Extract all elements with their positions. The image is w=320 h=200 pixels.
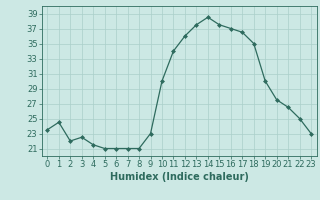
X-axis label: Humidex (Indice chaleur): Humidex (Indice chaleur) (110, 172, 249, 182)
